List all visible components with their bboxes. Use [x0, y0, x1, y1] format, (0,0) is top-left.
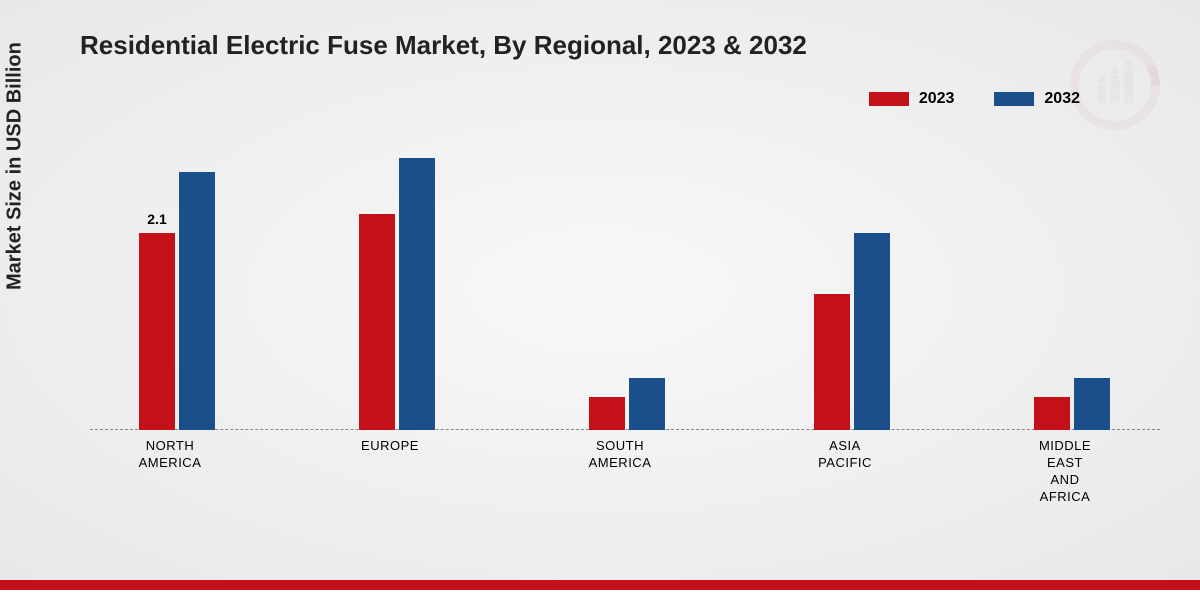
x-tick-label: NORTH AMERICA: [139, 438, 202, 472]
bar-2032: [629, 378, 665, 430]
x-tick-label: EUROPE: [361, 438, 419, 455]
chart-plot-area: 2.1: [90, 130, 1160, 430]
bar-2032: [399, 158, 435, 430]
bar-2032: [854, 233, 890, 430]
legend-swatch-2032: [994, 92, 1034, 106]
bar-2023: [359, 214, 395, 430]
legend-label-2023: 2023: [919, 90, 955, 108]
bar-2023: [1034, 397, 1070, 430]
footer-white-stripe: [0, 590, 1200, 600]
bar-group: [807, 233, 897, 430]
x-tick-label: SOUTH AMERICA: [589, 438, 652, 472]
bar-2023: [814, 294, 850, 430]
y-axis-label: Market Size in USD Billion: [4, 42, 27, 290]
legend-label-2032: 2032: [1044, 90, 1080, 108]
bar-value-label: 2.1: [147, 211, 166, 227]
bar-2023: 2.1: [139, 233, 175, 430]
legend-swatch-2023: [869, 92, 909, 106]
logo-icon: [1070, 40, 1160, 130]
brand-logo-watermark: [1070, 40, 1160, 130]
footer-red-stripe: [0, 580, 1200, 590]
bar-group: [352, 158, 442, 430]
legend-item-2032: 2032: [994, 90, 1080, 108]
bar-2023: [589, 397, 625, 430]
footer-bar: [0, 580, 1200, 600]
chart-legend: 2023 2032: [869, 90, 1080, 108]
x-tick-label: ASIA PACIFIC: [818, 438, 872, 472]
bar-2032: [1074, 378, 1110, 430]
x-tick-label: MIDDLE EAST AND AFRICA: [1039, 438, 1091, 506]
bar-2032: [179, 172, 215, 430]
bar-group: 2.1: [132, 172, 222, 430]
bar-group: [582, 378, 672, 430]
chart-title: Residential Electric Fuse Market, By Reg…: [80, 30, 807, 61]
bar-group: [1027, 378, 1117, 430]
legend-item-2023: 2023: [869, 90, 955, 108]
